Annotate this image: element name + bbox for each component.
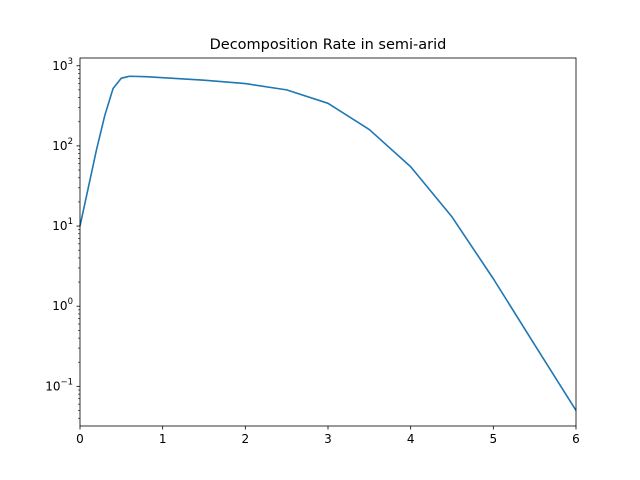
x-tick-label: 0 <box>76 432 84 446</box>
x-tick-label: 2 <box>242 432 250 446</box>
series-layer <box>79 75 577 411</box>
x-tick-label: 5 <box>490 432 498 446</box>
x-tick-label: 4 <box>407 432 415 446</box>
plot-area <box>80 58 576 426</box>
y-tick-label: 10−1 <box>45 377 73 393</box>
y-tick-label: 102 <box>52 137 73 153</box>
chart-title: Decomposition Rate in semi-arid <box>210 37 447 53</box>
x-tick-label: 1 <box>159 432 167 446</box>
axis-layer: 0 1 2 3 4 5 6 10−1 100 101 102 103 <box>45 57 580 446</box>
y-tick-label: 103 <box>52 57 73 73</box>
plot-frame <box>79 57 577 427</box>
y-tick-label: 100 <box>52 297 73 313</box>
series-line <box>79 75 577 411</box>
y-tick-label: 101 <box>52 217 73 233</box>
x-tick-label: 6 <box>572 432 580 446</box>
x-tick-label: 3 <box>324 432 332 446</box>
